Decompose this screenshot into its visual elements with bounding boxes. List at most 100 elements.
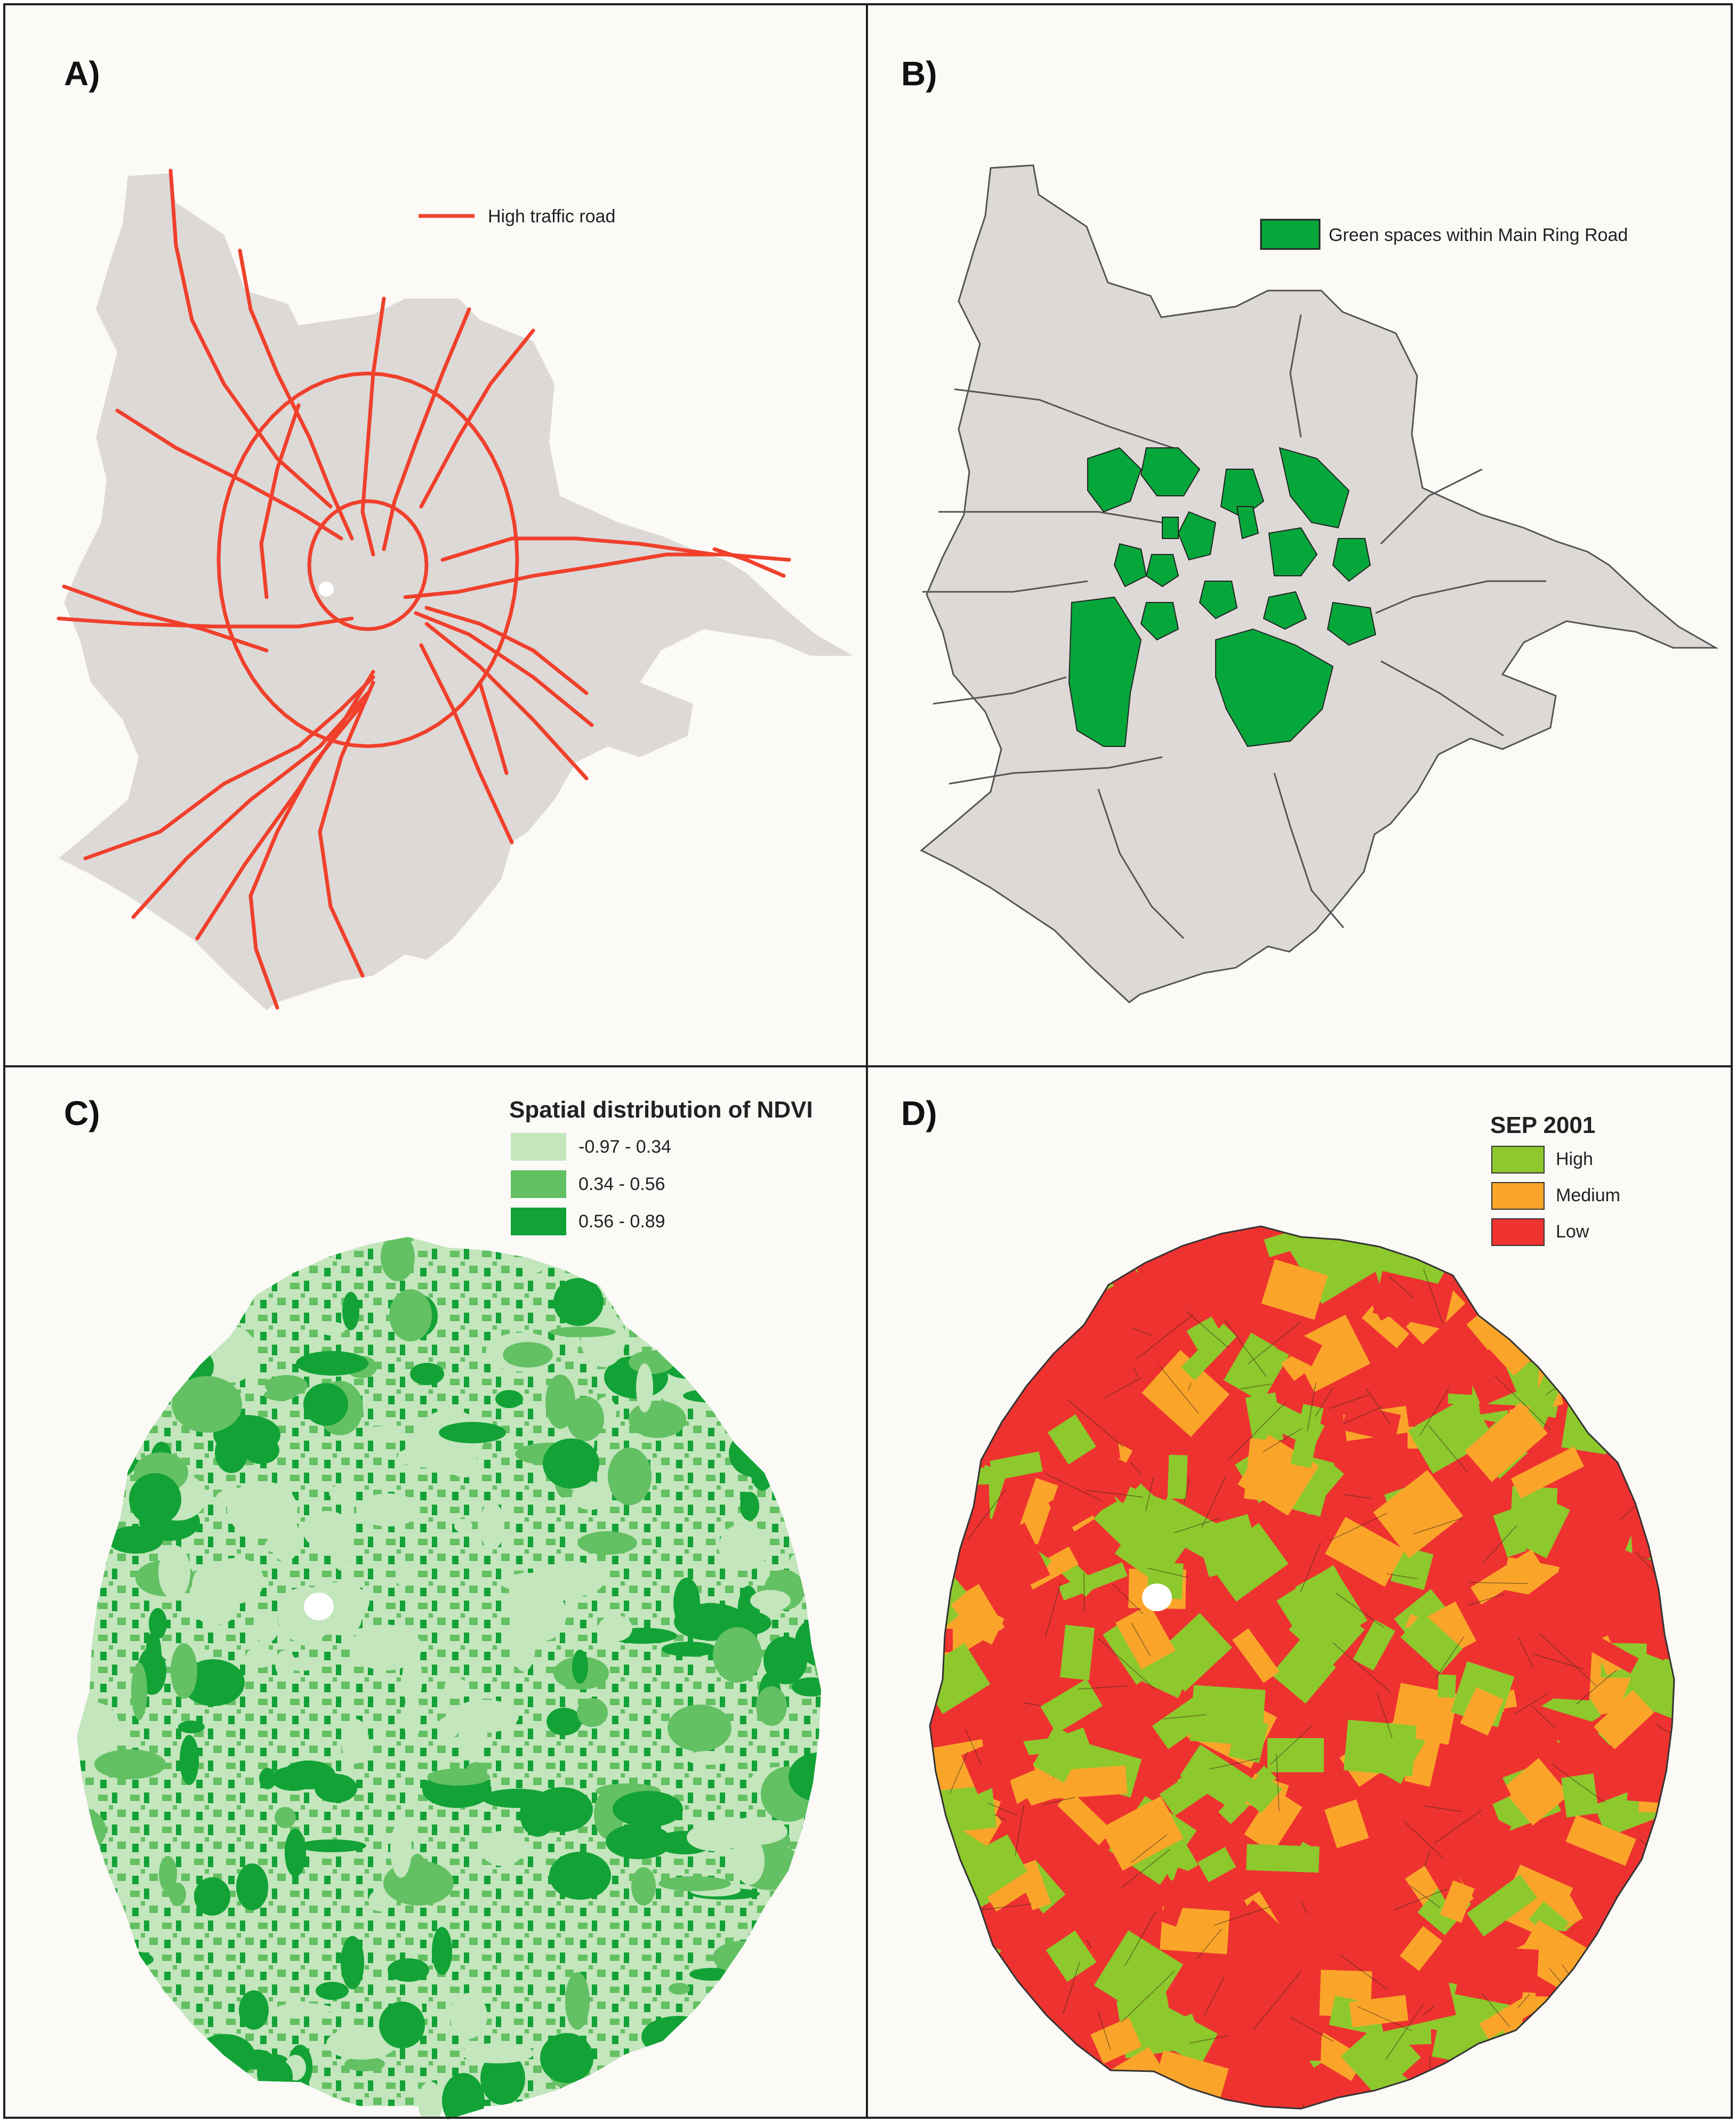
panel-frame — [3, 3, 1733, 2119]
census-boundary — [1228, 1402, 1287, 1460]
sep-area — [1267, 1738, 1324, 1772]
sep-area — [996, 1522, 1050, 1589]
census-boundary — [1224, 1320, 1267, 1377]
sep-area — [1048, 1473, 1117, 1532]
census-boundary — [1377, 1692, 1393, 1739]
sep-area — [1523, 1564, 1599, 1639]
legend-ndvi-label-3: 0.56 - 0.89 — [578, 1211, 665, 1232]
legend-item-road: High traffic road — [488, 206, 615, 227]
ndvi-patch — [180, 1735, 199, 1785]
sep-area — [1142, 1350, 1229, 1437]
sep-area — [1040, 1678, 1103, 1734]
green-space-13 — [1199, 581, 1238, 620]
district-boundary-5 — [949, 756, 1163, 785]
ndvi-patch — [461, 2043, 534, 2063]
census-boundary — [1159, 1365, 1199, 1414]
census-boundary — [1067, 1399, 1124, 1448]
green-space-1 — [1068, 596, 1142, 747]
ndvi-patch — [381, 1237, 415, 1281]
district-boundary-1 — [954, 388, 1174, 449]
census-boundary — [1098, 2012, 1111, 2051]
census-boundary — [1410, 1885, 1441, 1908]
sep-area — [1090, 2017, 1142, 2064]
ndvi-patch — [441, 1715, 504, 1732]
district-boundary-3 — [922, 580, 1088, 593]
green-space-12 — [1140, 602, 1179, 641]
sep-area — [1349, 1995, 1409, 2028]
green-space-3 — [1087, 447, 1142, 513]
ndvi-patch — [418, 2081, 443, 2119]
census-boundary — [1147, 1568, 1189, 1578]
ndvi-patch — [341, 1719, 369, 1764]
ndvi-patch — [448, 1454, 480, 1477]
census-boundary — [1163, 1714, 1207, 1719]
census-boundary — [1044, 1473, 1102, 1501]
ndvi-patch — [444, 1678, 468, 1697]
district-boundary-10 — [1380, 468, 1483, 545]
ndvi-patch — [265, 1536, 300, 1554]
panel-a-letter: A) — [64, 54, 100, 93]
ndvi-patch — [275, 2003, 333, 2015]
census-boundary — [1539, 1633, 1597, 1686]
green-space-17 — [1162, 517, 1179, 539]
census-boundary — [1131, 1622, 1151, 1656]
ndvi-patch — [454, 1519, 472, 1533]
city-centre-hole — [1142, 1584, 1172, 1611]
census-boundary — [1365, 1387, 1391, 1425]
ndvi-patch — [390, 1821, 412, 1878]
sep-area — [1337, 1899, 1410, 1969]
census-boundary — [1063, 1962, 1080, 2014]
census-boundary — [1201, 1476, 1226, 1528]
ndvi-patch — [298, 1839, 366, 1852]
sep-area — [1232, 1628, 1280, 1683]
census-boundary — [1121, 1849, 1170, 1888]
green-space-5 — [1279, 447, 1350, 529]
district-boundary-8 — [1375, 580, 1546, 614]
sep-area — [1057, 1790, 1113, 1846]
census-boundary — [1184, 1478, 1190, 1504]
ndvi-patch — [396, 1566, 412, 1587]
census-boundary — [1121, 1971, 1175, 2023]
green-space-16 — [1236, 506, 1259, 540]
ndvi-patch — [285, 1657, 318, 1671]
sep-area — [1186, 1316, 1223, 1350]
census-boundary — [993, 1814, 1007, 1821]
high-traffic-road-12 — [168, 168, 333, 509]
vatican-hole — [319, 582, 334, 597]
ndvi-patch — [658, 1876, 731, 1891]
census-boundary — [1112, 1584, 1144, 1614]
sep-area — [1561, 1773, 1599, 1818]
high-traffic-road-9 — [360, 296, 386, 557]
sep-area — [1325, 1516, 1405, 1587]
sep-area — [1324, 1799, 1369, 1848]
ndvi-patch — [303, 1383, 348, 1426]
census-boundary — [1655, 1724, 1674, 1757]
ndvi-patch — [668, 1705, 732, 1751]
ndvi-patch — [581, 1311, 625, 1367]
census-boundary — [1130, 1461, 1142, 1475]
sep-area — [1440, 1880, 1475, 1923]
sep-area — [1509, 1485, 1558, 1541]
ndvi-patch — [550, 1327, 616, 1337]
green-spaces — [1068, 447, 1377, 747]
district-boundary-6 — [1097, 789, 1185, 939]
ndvi-patch — [131, 1662, 147, 1720]
ndvi-patch — [685, 1751, 735, 1765]
census-boundary — [1435, 1636, 1464, 1679]
census-boundary — [1015, 1805, 1024, 1856]
panel-c-legend: Spatial distribution of NDVI -0.97 - 0.3… — [509, 1097, 813, 1235]
ndvi-patch — [149, 1608, 167, 1639]
ndvi-patch — [169, 1883, 186, 1906]
census-boundary — [1023, 1702, 1041, 1706]
census-boundary — [1517, 1994, 1530, 2008]
legend-sep-label-medium: Medium — [1556, 1185, 1620, 1205]
green-space-8 — [1177, 511, 1217, 561]
census-boundary — [1424, 1805, 1462, 1812]
district-boundary-11 — [1289, 314, 1302, 438]
ring-outline — [929, 1225, 1675, 2110]
sep-area — [1223, 1332, 1290, 1403]
legend-ndvi-swatch-2 — [511, 1170, 566, 1198]
ndvi-patch — [570, 1854, 601, 1866]
sep-area — [1244, 1788, 1303, 1853]
district-boundary-2 — [938, 511, 1179, 526]
